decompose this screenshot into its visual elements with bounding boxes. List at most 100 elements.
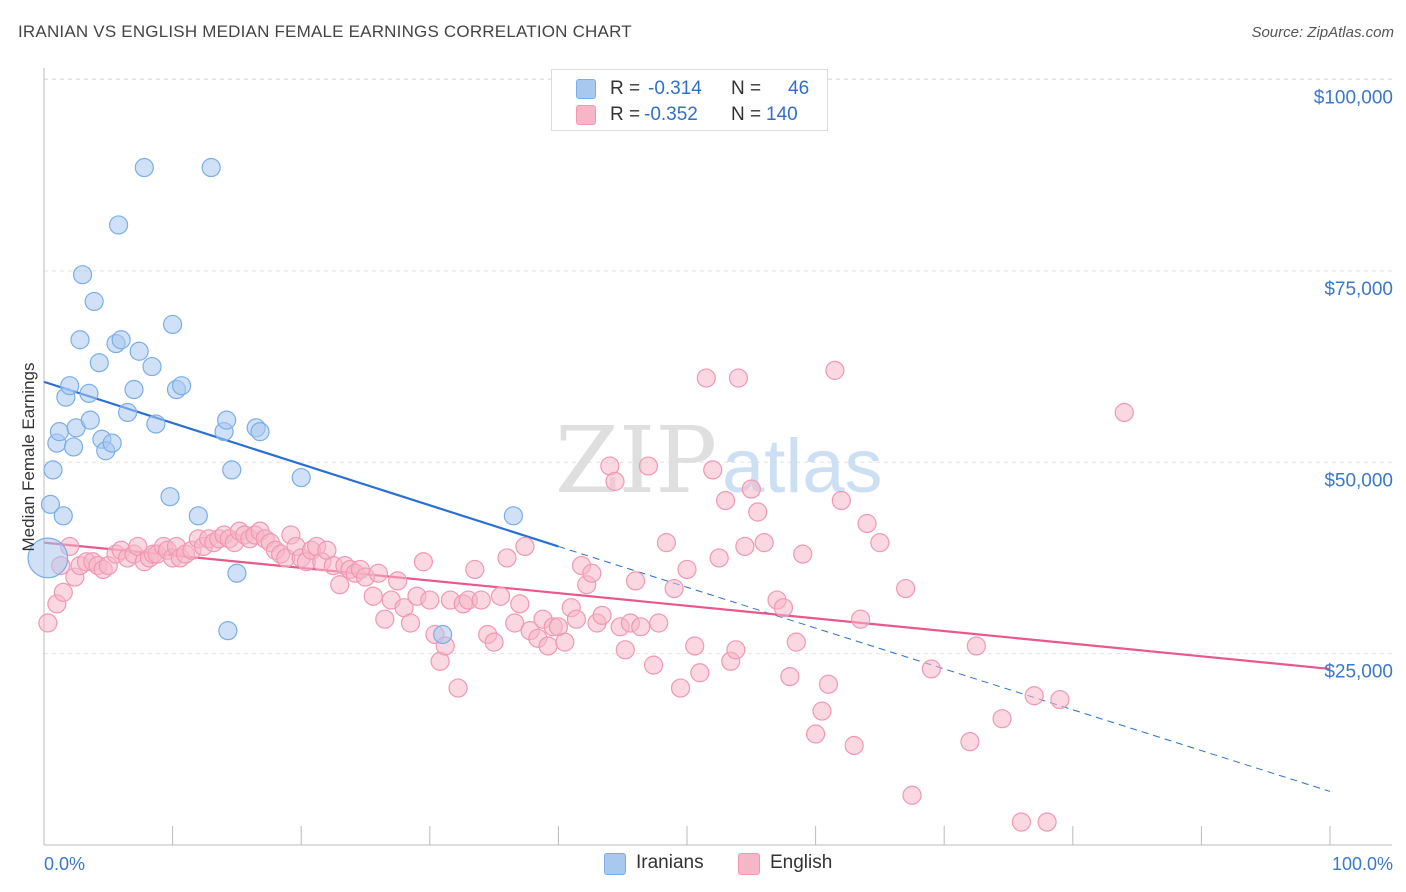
iranian-point [70,330,90,350]
english-point [960,732,980,752]
english-point [677,559,697,580]
english-point [857,513,877,534]
iranian-point [227,563,247,583]
english-point [670,678,691,698]
iranian-point [84,291,104,312]
english-point [896,578,916,599]
legend-r-label: R = [610,104,641,125]
english-point [566,609,587,629]
english-point [818,674,839,694]
english-point [643,655,664,675]
english-point [780,666,800,687]
english-point [631,617,651,637]
iranian-point [201,157,221,178]
y-tick-label: $75,000 [1324,279,1393,300]
iranian-point [89,353,109,373]
english-point [664,578,684,599]
y-tick-label: $100,000 [1314,88,1393,109]
x-tick-label-end: 100.0% [1332,854,1393,874]
english-point [726,640,746,660]
legend-r-label: R = [610,78,641,99]
iranian-point [63,437,84,457]
iranian-point [72,265,93,285]
english-point [1050,689,1070,710]
bottom-legend-label: Iranians [636,852,704,873]
english-point [715,490,736,511]
iranian-point [218,621,238,641]
english-point [690,663,710,683]
y-axis-label: Median Female Earnings [19,362,38,552]
iranian-point [108,215,129,235]
english-point [851,609,871,629]
english-point [490,586,511,606]
iranian-point [291,467,311,488]
english-point [484,632,504,652]
watermark-zip: ZIP [555,407,717,514]
legend-swatch-iranians [576,79,596,99]
iranian-point [217,410,237,430]
legend-n-label: N = [731,78,762,99]
english-point [53,582,73,602]
english-point [685,636,705,656]
english-point [649,613,669,633]
english-point [605,471,625,491]
english-point [902,785,922,805]
english-point [582,563,602,583]
iranian-point [49,422,70,442]
english-point [515,536,535,557]
bottom-legend-swatch-iranians [604,853,626,875]
y-tick-label: $25,000 [1324,662,1393,683]
english-point [709,548,729,568]
english-point [825,360,845,380]
english-point [638,456,659,476]
iranian-point [250,422,270,442]
english-point [471,590,491,610]
english-point [388,571,408,591]
english-point [375,609,395,629]
legend-r-value: -0.314 [648,78,702,99]
english-point [966,636,986,656]
iranian-point [124,379,144,400]
iranian-point [142,356,162,377]
chart-title: IRANIAN VS ENGLISH MEDIAN FEMALE EARNING… [18,22,632,41]
english-point [870,533,890,553]
english-point [844,735,864,756]
english-point [728,368,749,388]
iranian-point [80,410,100,430]
english-point [615,640,635,660]
english-point [754,533,774,553]
english-point [696,368,716,388]
tick-labels: $25,000 $50,000 $75,000 $100,000 0.0% 100.0% [44,88,1393,875]
iranian-point [79,383,99,403]
iranian-point [172,376,192,396]
legend-n-value: 140 [766,104,798,125]
iranian-point [222,460,242,480]
english-point [812,701,832,721]
y-tick-label: $50,000 [1324,470,1393,491]
english-point [555,632,575,652]
iranian-point [160,487,180,507]
english-point [413,552,433,572]
iranian-point [163,314,183,335]
english-point [448,678,468,698]
iranian-point [102,433,122,453]
english-point [1037,812,1057,832]
english-point [625,571,646,591]
iranian-point [40,494,61,514]
iranian-trend-extension [558,545,1331,792]
correlation-legend: R = -0.314 N = 46 R = -0.352 N = 140 [551,69,828,131]
english-point [465,559,485,580]
iranian-point [27,537,69,579]
iranian-point [111,330,131,350]
iranian-point [503,506,523,526]
iranian-point [188,506,208,526]
legend-n-label: N = [731,104,762,125]
english-point [510,594,530,614]
english-point [735,536,755,557]
english-point [505,613,525,633]
iranian-point [146,414,166,434]
english-point [400,613,421,633]
english-point [38,613,58,633]
english-point [786,632,806,652]
